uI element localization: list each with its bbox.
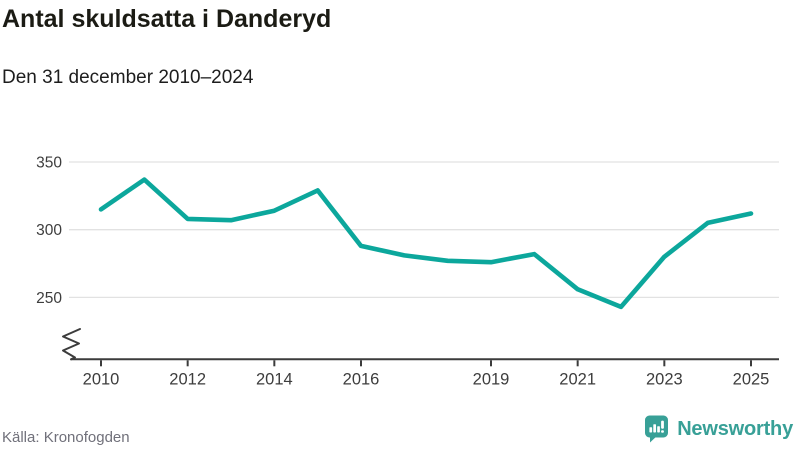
x-axis-label-2021: 2021	[559, 370, 596, 388]
x-axis-label-2016: 2016	[343, 370, 380, 388]
x-axis-label-2012: 2012	[169, 370, 206, 388]
y-axis-label-350: 350	[36, 155, 62, 172]
exclamation-dot	[661, 430, 665, 433]
chart-title: Antal skuldsatta i Danderyd	[2, 5, 332, 33]
line-chart-plot-area: 350 300 250 2010 2012 2014 2016 2019 2021 2023 202…	[36, 155, 779, 388]
source-note: Källa: Kronofogden	[2, 429, 130, 446]
newsworthy-logo[interactable]: Newsworthy	[644, 415, 793, 443]
y-axis-label-250: 250	[36, 290, 62, 307]
exclamation-bar	[661, 420, 665, 429]
chart-subtitle: Den 31 december 2010–2024	[2, 67, 254, 88]
newsworthy-logo-icon	[645, 415, 669, 443]
newsworthy-logo-text: Newsworthy	[677, 417, 793, 440]
x-axis-label-2023: 2023	[646, 370, 683, 388]
x-axis-label-2025: 2025	[733, 370, 770, 388]
y-axis-label-300: 300	[36, 222, 62, 239]
x-axis-label-2014: 2014	[256, 370, 293, 388]
data-line-antal-skuldsatta	[98, 177, 754, 310]
axis-break-icon	[62, 328, 81, 361]
x-axis-label-2010: 2010	[83, 370, 120, 388]
x-axis-label-2019: 2019	[473, 370, 510, 388]
